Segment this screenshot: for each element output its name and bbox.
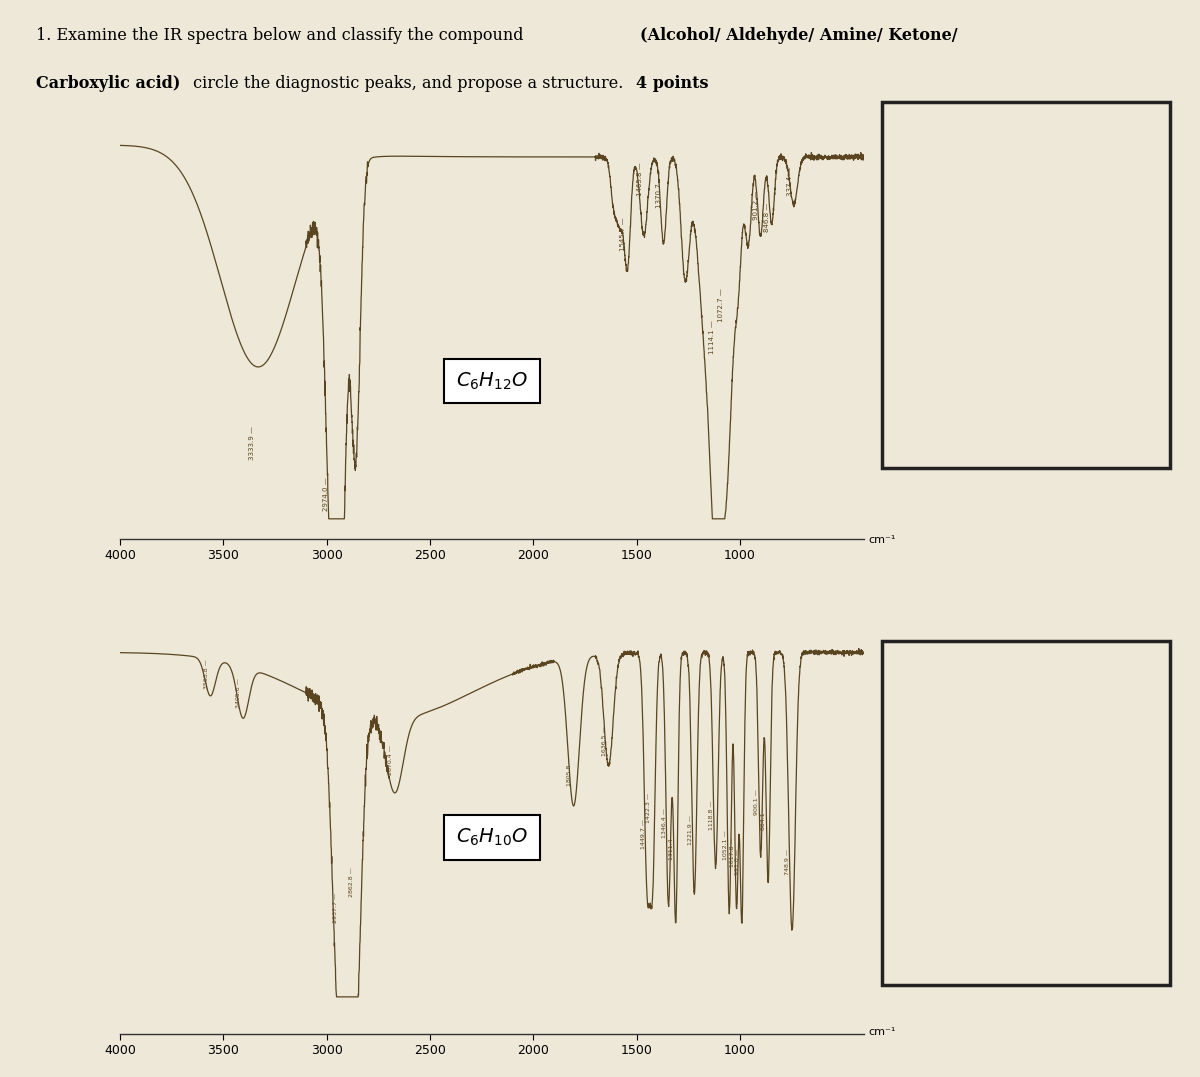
Text: 864.1 —: 864.1 — — [762, 805, 767, 830]
Text: 1465.8 —: 1465.8 — — [637, 163, 643, 196]
Text: (Alcohol/ Aldehyde/ Amine/ Ketone/: (Alcohol/ Aldehyde/ Amine/ Ketone/ — [640, 27, 958, 44]
Text: 1422.3 —: 1422.3 — — [646, 793, 652, 823]
Text: $C_6H_{10}O$: $C_6H_{10}O$ — [456, 827, 528, 849]
Text: 1370.7 —: 1370.7 — — [656, 174, 662, 208]
Text: 1072.7 —: 1072.7 — — [718, 289, 724, 322]
Text: cm⁻¹: cm⁻¹ — [868, 534, 895, 545]
Text: 2937.7 —: 2937.7 — — [334, 893, 338, 923]
Text: 1. Examine the IR spectra below and classify the compound: 1. Examine the IR spectra below and clas… — [36, 27, 529, 44]
Text: 1545.7 —: 1545.7 — — [620, 218, 626, 251]
Text: 1311.4 —: 1311.4 — — [670, 830, 674, 859]
Text: 3333.9 —: 3333.9 — — [248, 425, 254, 460]
Text: $C_6H_{12}O$: $C_6H_{12}O$ — [456, 370, 528, 392]
Text: 991.0 —: 991.0 — — [736, 849, 740, 875]
Text: 337.4 —: 337.4 — — [787, 167, 793, 196]
Text: 1636.5 —: 1636.5 — — [602, 726, 607, 756]
Text: 748.9 —: 748.9 — — [786, 849, 791, 875]
Text: 1118.8 —: 1118.8 — — [709, 800, 714, 830]
Text: 3563.8 —: 3563.8 — — [204, 659, 209, 689]
Text: cm⁻¹: cm⁻¹ — [868, 1026, 895, 1036]
Text: Carboxylic acid): Carboxylic acid) — [36, 75, 180, 93]
Text: 901.2 —: 901.2 — — [754, 191, 760, 220]
Text: 900.1 —: 900.1 — — [754, 789, 760, 815]
Text: 2670.4 —: 2670.4 — — [389, 744, 394, 774]
Text: 4 points: 4 points — [636, 75, 708, 93]
Text: 846.8 —: 846.8 — — [764, 202, 770, 232]
Text: 2974.0 —: 2974.0 — — [323, 477, 329, 510]
Text: 1805.8 —: 1805.8 — — [568, 756, 572, 786]
Text: 3405.6 —: 3405.6 — — [236, 679, 241, 708]
Text: 1449.7 —: 1449.7 — — [641, 819, 646, 849]
Text: 1221.9 —: 1221.9 — — [688, 815, 692, 845]
Text: 2862.8 —: 2862.8 — — [348, 867, 354, 897]
Text: circle the diagnostic peaks, and propose a structure.: circle the diagnostic peaks, and propose… — [188, 75, 629, 93]
Text: 1114.1 —: 1114.1 — — [709, 320, 715, 353]
Text: 1017.8 —: 1017.8 — — [730, 838, 734, 867]
Text: 1052.1 —: 1052.1 — — [722, 830, 727, 859]
Text: 1346.4 —: 1346.4 — — [662, 808, 667, 838]
